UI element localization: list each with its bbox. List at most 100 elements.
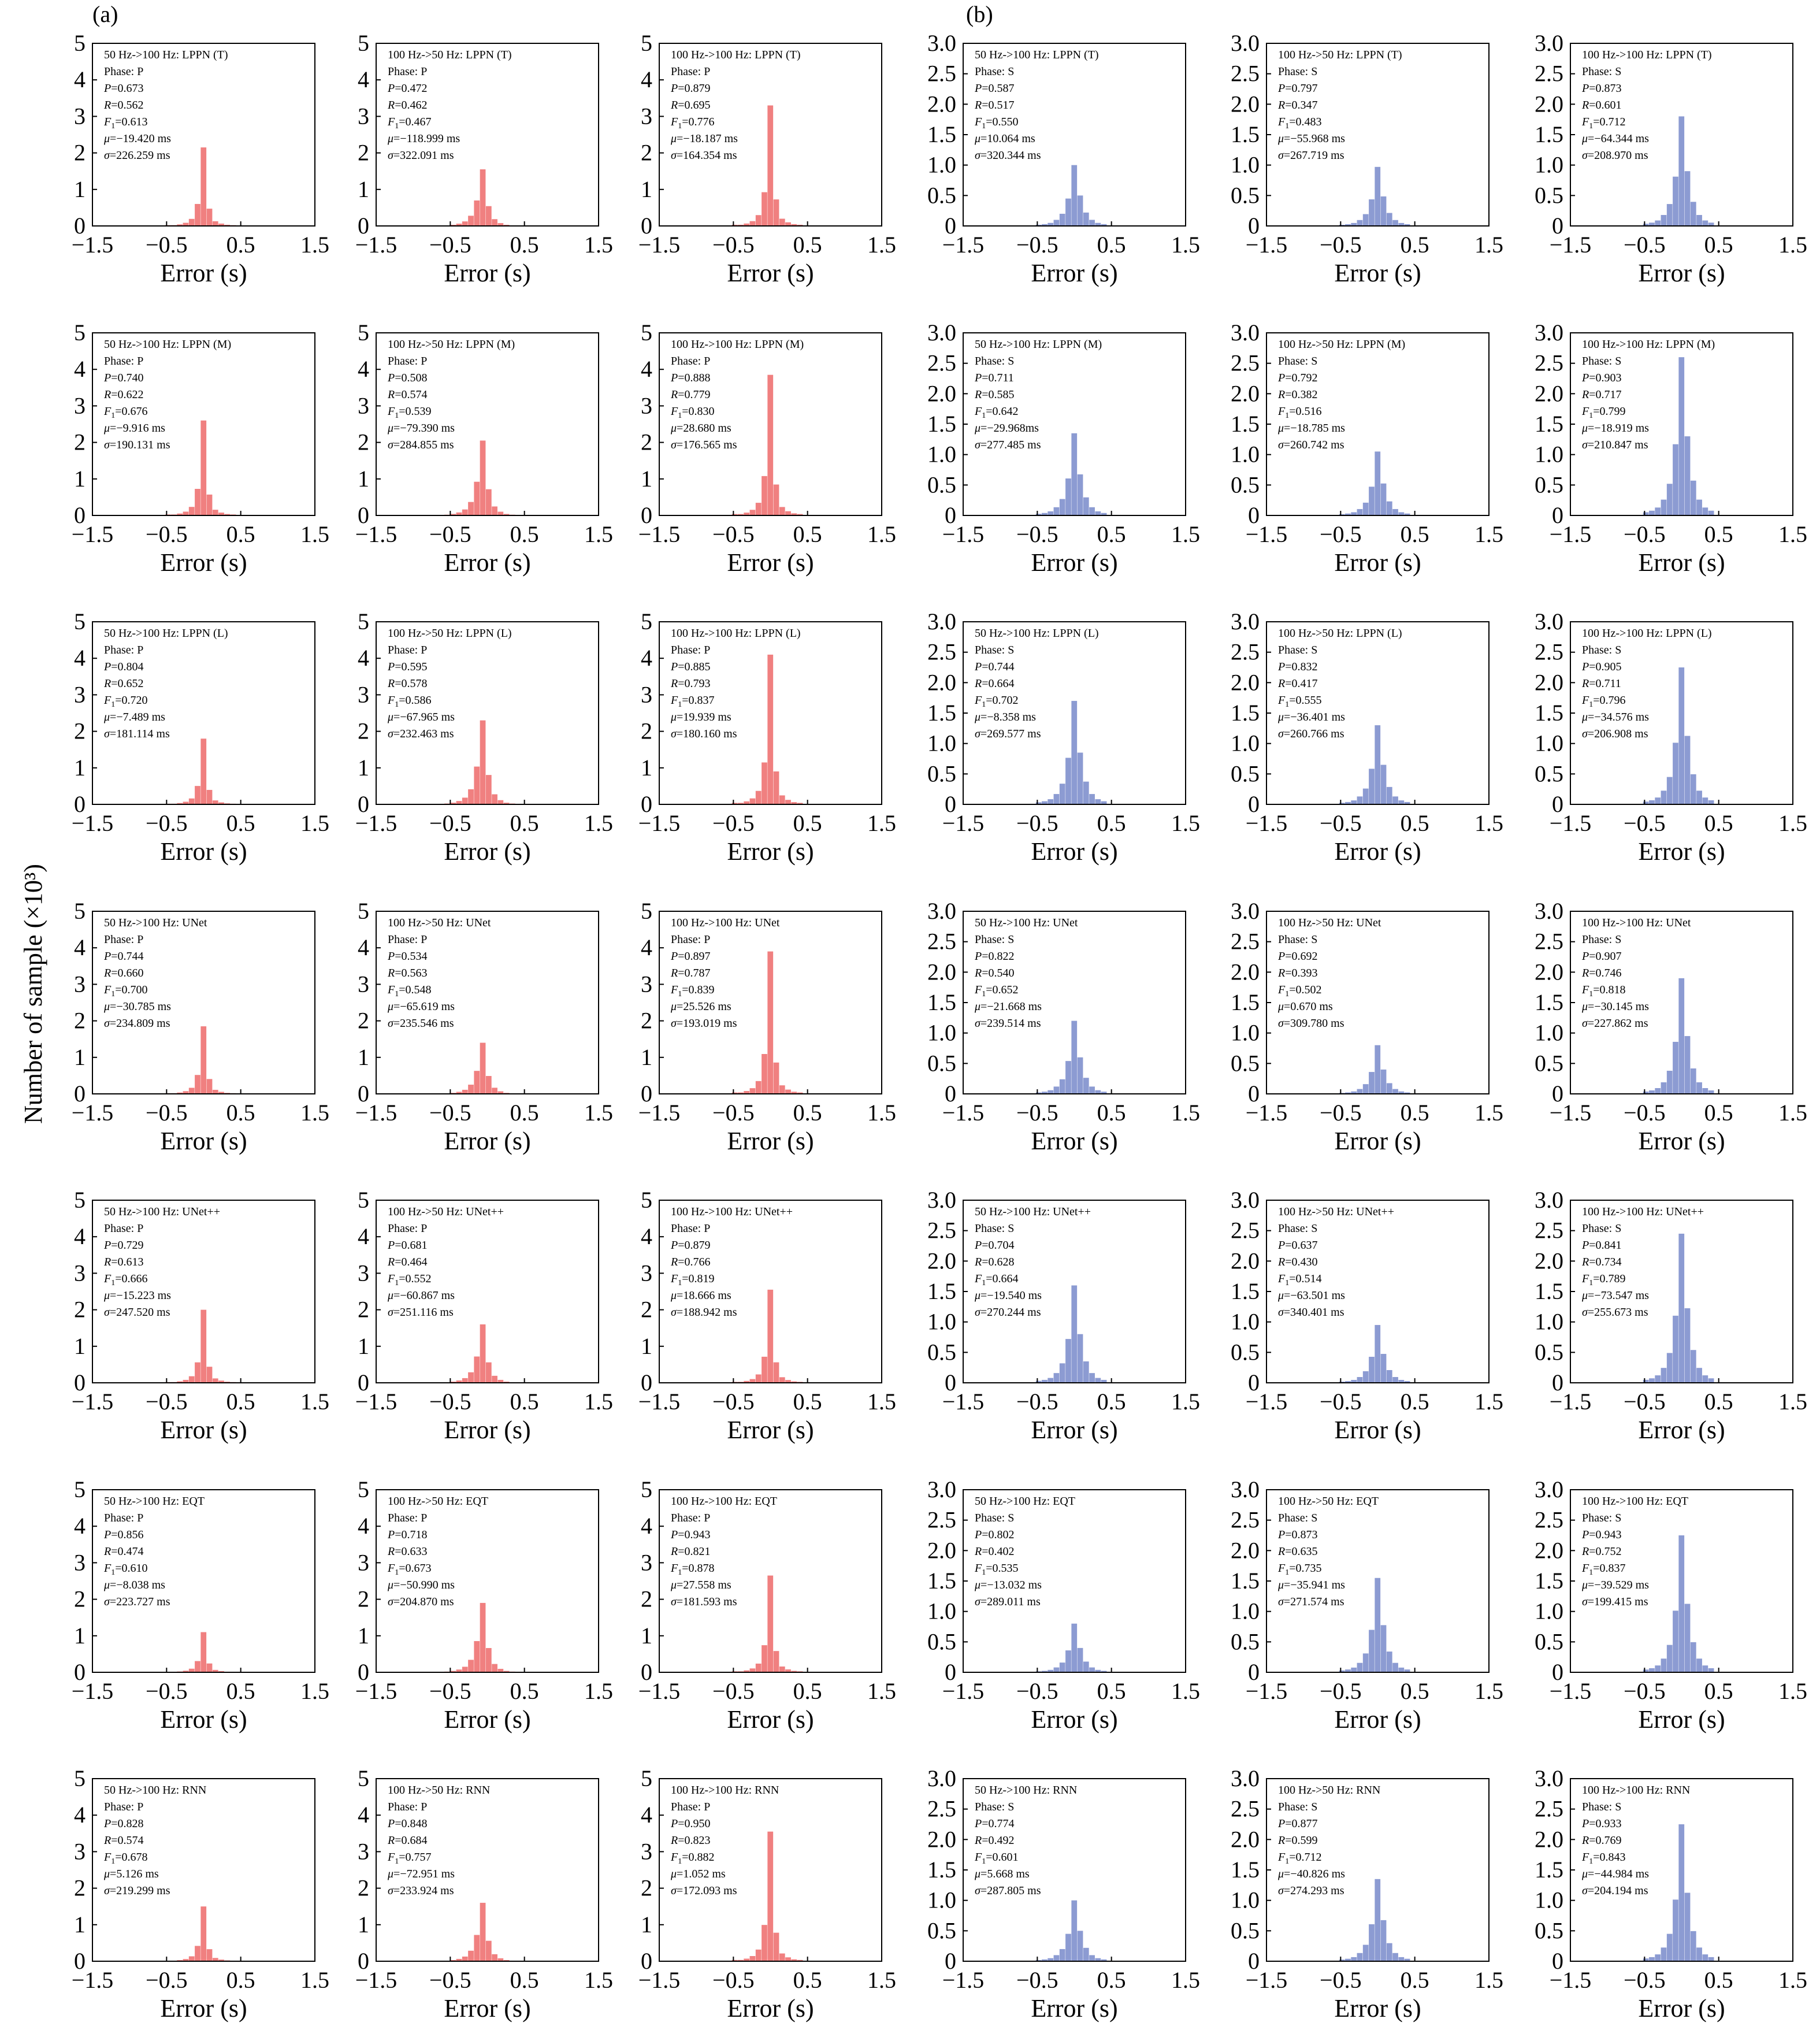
recall-stat-value: 0.652 <box>118 677 144 690</box>
histogram-bar <box>1065 1933 1071 1961</box>
y-tick-label: 1 <box>358 1623 369 1649</box>
x-tick-label: −0.5 <box>1320 1967 1362 1993</box>
x-tick-label: −1.5 <box>1550 1389 1592 1415</box>
panel-title: 100 Hz->50 Hz: LPPN (M) <box>1278 338 1405 351</box>
histogram-bar <box>1655 1665 1661 1672</box>
x-axis-label: Error (s) <box>727 1994 814 2022</box>
std-stat: σ=235.546 ms <box>388 1017 454 1030</box>
phase-label: Phase: P <box>671 1801 710 1813</box>
y-tick-label: 2.5 <box>1231 929 1260 955</box>
histogram-bar <box>1339 514 1345 515</box>
x-tick-label: −1.5 <box>72 1967 114 1993</box>
phase-label: Phase: S <box>975 933 1014 946</box>
y-tick-label: 2.0 <box>1231 959 1260 985</box>
axes-frame <box>376 1489 599 1673</box>
histogram-bar <box>1702 220 1708 226</box>
f1-stat: F1=0.789 <box>1581 1272 1626 1287</box>
histogram-bar <box>1386 1370 1392 1383</box>
y-tick-label: 1.0 <box>1535 1887 1563 1913</box>
y-tick-label: 1.5 <box>1535 411 1563 437</box>
precision-stat: P=0.637 <box>1277 1239 1318 1252</box>
precision-stat: P=0.943 <box>670 1528 711 1541</box>
y-tick-label: 3.0 <box>1535 320 1563 346</box>
precision-stat: P=0.943 <box>1581 1528 1622 1541</box>
histogram-bar <box>1042 1671 1048 1672</box>
f1-stat: F1=0.676 <box>103 405 148 420</box>
histogram-bar <box>1380 1920 1387 1961</box>
x-axis-label: Error (s) <box>1334 1127 1421 1155</box>
x-tick-label: −0.5 <box>1016 810 1058 836</box>
mean-stat: μ=1.052 ms <box>670 1868 726 1880</box>
precision-stat: P=0.905 <box>1581 660 1622 673</box>
y-tick-label: 1.5 <box>1231 1278 1260 1304</box>
phase-value: S <box>1008 644 1014 656</box>
phase-value: S <box>1615 1801 1621 1813</box>
y-tick-label: 1 <box>358 1912 369 1938</box>
histogram-bar <box>1048 1378 1054 1383</box>
y-tick-label: 3.0 <box>927 898 956 924</box>
histogram-bar <box>755 1949 762 1961</box>
x-tick-label: −1.5 <box>72 521 114 547</box>
precision-stat: P=0.774 <box>974 1817 1015 1830</box>
y-tick-label: 2.0 <box>1535 1248 1563 1274</box>
y-tick-label: 3.0 <box>1535 1765 1563 1791</box>
precision-stat-value: 0.905 <box>1596 660 1622 673</box>
panel-title: 50 Hz->100 Hz: UNet <box>975 916 1078 929</box>
histogram-bar <box>749 1088 756 1094</box>
recall-stat: R=0.787 <box>670 967 711 979</box>
histogram-bar <box>762 1645 767 1672</box>
histogram-bar <box>1708 510 1714 515</box>
x-tick-label: 1.5 <box>1474 1678 1503 1704</box>
y-tick-label: 5 <box>641 898 652 924</box>
std-stat: σ=340.401 ms <box>1278 1306 1344 1319</box>
y-tick-label: 1.5 <box>1231 121 1260 147</box>
precision-stat-value: 0.587 <box>989 82 1015 95</box>
y-tick-label: 1.5 <box>927 1568 956 1594</box>
histogram-bar <box>1053 507 1060 515</box>
y-tick-label: 2.5 <box>1231 1507 1260 1533</box>
histogram-bar <box>462 1378 468 1383</box>
histogram-bar <box>474 481 480 515</box>
y-tick-label: 0.5 <box>927 1628 956 1654</box>
mean-stat: μ=−44.984 ms <box>1581 1868 1649 1880</box>
mean-stat: μ=−30.785 ms <box>103 1000 171 1013</box>
histogram-bar <box>485 1940 492 1961</box>
std-stat-value: 247.520 ms <box>116 1306 170 1319</box>
x-axis-label: Error (s) <box>1334 1994 1421 2022</box>
std-stat-value: 289.011 ms <box>987 1595 1041 1608</box>
histogram-bar <box>1077 1334 1083 1383</box>
y-tick-label: 5 <box>641 30 652 56</box>
histogram-bar <box>785 222 791 226</box>
histogram-bar <box>1375 166 1381 226</box>
f1-stat-value: 0.555 <box>1296 694 1322 707</box>
f1-stat-value: 0.552 <box>406 1272 432 1285</box>
histogram-bar <box>492 506 497 515</box>
histogram-bar <box>1386 1652 1392 1672</box>
y-tick-label: 1 <box>641 1623 652 1649</box>
x-tick-label: 1.5 <box>584 1389 613 1415</box>
std-stat: σ=271.574 ms <box>1278 1595 1344 1608</box>
histogram-bar <box>1351 1379 1357 1383</box>
y-tick-label: 1 <box>358 755 369 781</box>
precision-stat-value: 0.792 <box>1292 372 1318 384</box>
std-stat: σ=322.091 ms <box>388 149 454 162</box>
f1-stat: F1=0.555 <box>1277 694 1322 709</box>
x-tick-label: 1.5 <box>300 1678 329 1704</box>
axes-frame <box>92 911 315 1094</box>
histogram-bar <box>456 224 462 226</box>
x-tick-label: 1.5 <box>1171 810 1200 836</box>
x-tick-label: 1.5 <box>300 1389 329 1415</box>
histogram-bar <box>224 224 231 226</box>
panel-title: 50 Hz->100 Hz: LPPN (T) <box>104 49 228 61</box>
y-tick-label: 1.5 <box>1535 121 1563 147</box>
histogram-bar <box>1053 220 1060 226</box>
x-tick-label: −1.5 <box>355 1389 398 1415</box>
std-stat: σ=172.093 ms <box>671 1884 737 1897</box>
std-stat-value: 210.847 ms <box>1594 439 1648 451</box>
histogram-bar <box>791 513 797 515</box>
y-tick-label: 2 <box>358 718 369 744</box>
x-tick-label: 1.5 <box>867 232 896 258</box>
y-tick-label: 0 <box>74 502 86 528</box>
y-tick-label: 1.5 <box>1231 989 1260 1015</box>
histogram-bar <box>1392 1953 1398 1961</box>
